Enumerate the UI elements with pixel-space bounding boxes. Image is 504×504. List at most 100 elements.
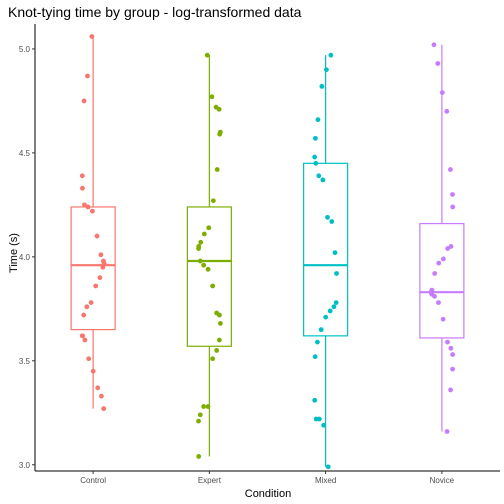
data-point xyxy=(216,337,222,343)
data-point xyxy=(312,135,318,141)
data-point xyxy=(197,258,203,264)
data-point xyxy=(432,293,437,299)
data-point xyxy=(98,252,104,258)
data-point xyxy=(214,167,220,172)
data-point xyxy=(312,397,318,403)
data-point xyxy=(312,154,318,160)
data-point xyxy=(93,283,99,289)
data-point xyxy=(448,167,453,172)
data-point xyxy=(201,404,207,409)
data-point xyxy=(445,339,450,345)
data-point xyxy=(324,67,329,73)
data-point xyxy=(319,83,325,89)
data-point xyxy=(312,354,318,360)
data-point xyxy=(436,260,442,266)
data-point xyxy=(444,429,450,434)
data-point xyxy=(205,266,211,272)
data-point xyxy=(82,202,87,208)
data-point xyxy=(85,73,90,79)
data-point xyxy=(198,239,204,245)
y-tick-label: 3.0 xyxy=(19,461,31,470)
data-point xyxy=(216,106,222,112)
x-tick-label: Mixed xyxy=(315,476,336,485)
data-point xyxy=(318,327,324,333)
data-point xyxy=(84,304,90,310)
data-point xyxy=(431,42,437,48)
data-point xyxy=(196,246,201,251)
data-point xyxy=(80,333,86,339)
data-point xyxy=(86,356,92,362)
box-group xyxy=(303,55,349,467)
data-point xyxy=(85,204,91,210)
data-point xyxy=(331,304,337,310)
data-point xyxy=(328,52,334,58)
data-point xyxy=(101,406,107,412)
data-point xyxy=(81,98,87,104)
data-point xyxy=(313,160,319,166)
data-point xyxy=(210,198,216,204)
x-axis-ticks: Control Expert Mixed Novice xyxy=(80,471,455,485)
x-tick-label: Expert xyxy=(198,476,222,485)
data-point xyxy=(97,275,103,281)
y-axis-ticks: 3.0 3.5 4.0 4.5 5.0 xyxy=(19,45,35,470)
data-point xyxy=(445,246,451,251)
data-point xyxy=(329,219,335,224)
data-point xyxy=(439,90,445,96)
y-axis-title: Time (s) xyxy=(8,233,20,273)
data-point xyxy=(217,320,223,326)
data-point xyxy=(315,339,320,345)
data-point xyxy=(315,117,321,123)
data-point xyxy=(94,233,100,239)
data-point xyxy=(80,185,85,191)
plot-area xyxy=(70,34,465,470)
data-point xyxy=(204,52,210,58)
data-point xyxy=(217,131,223,137)
y-tick-label: 4.5 xyxy=(19,149,31,158)
x-tick-label: Novice xyxy=(430,476,455,485)
data-point xyxy=(210,283,216,289)
data-point xyxy=(206,225,212,231)
data-point xyxy=(209,94,215,100)
box-iqr xyxy=(303,162,349,337)
y-tick-label: 3.5 xyxy=(19,357,31,366)
data-point xyxy=(332,250,338,256)
box-group xyxy=(419,44,465,432)
data-point xyxy=(210,356,216,362)
data-point xyxy=(100,264,106,270)
data-point xyxy=(89,34,95,39)
y-tick-label: 4.0 xyxy=(19,253,31,262)
box-group xyxy=(70,36,116,409)
data-point xyxy=(205,404,211,409)
data-point xyxy=(333,300,339,305)
data-point xyxy=(334,271,339,276)
data-point xyxy=(90,368,96,374)
data-point xyxy=(201,231,207,237)
data-point xyxy=(196,418,201,424)
data-point xyxy=(323,314,329,320)
data-point xyxy=(450,204,456,210)
data-point xyxy=(448,387,453,393)
data-point xyxy=(316,173,322,179)
data-point xyxy=(214,348,220,353)
data-point xyxy=(197,412,203,418)
data-point xyxy=(99,393,104,399)
data-point xyxy=(435,61,441,66)
data-point xyxy=(82,337,88,343)
data-point xyxy=(436,300,441,305)
data-point xyxy=(450,192,455,197)
y-tick-label: 5.0 xyxy=(19,45,31,54)
x-axis-title: Condition xyxy=(245,488,291,500)
data-point xyxy=(95,385,101,391)
box-iqr xyxy=(70,206,116,331)
data-point xyxy=(450,366,455,372)
data-point xyxy=(432,271,438,276)
data-point xyxy=(448,345,454,351)
data-point xyxy=(321,422,327,428)
data-point xyxy=(88,300,94,305)
data-point xyxy=(201,262,207,268)
data-point xyxy=(440,316,446,322)
data-point xyxy=(450,352,456,357)
data-point xyxy=(316,416,322,422)
box-iqr xyxy=(186,206,232,347)
